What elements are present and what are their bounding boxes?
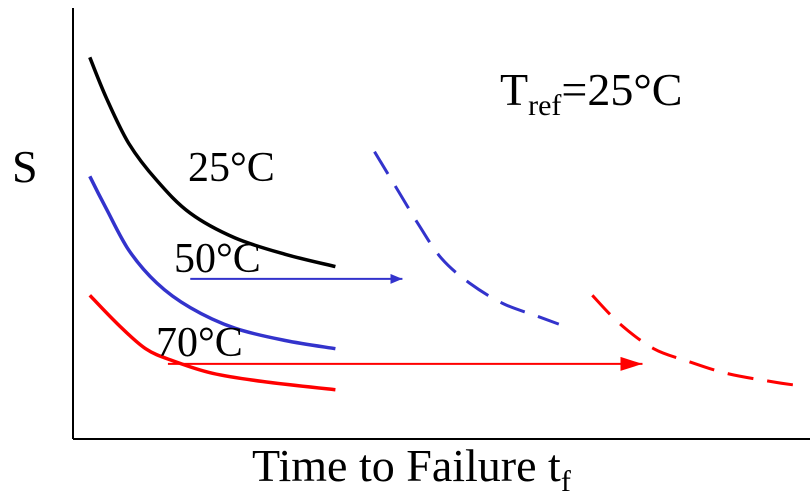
x-axis-label-main: Time to Failure t bbox=[252, 440, 561, 491]
y-axis-label: S bbox=[12, 141, 38, 192]
x-axis-label-sub: f bbox=[561, 465, 571, 498]
series-line-0 bbox=[88, 56, 336, 269]
label-layer: 25°C 50°C 70°C bbox=[156, 145, 275, 366]
annotation-rest: =25°C bbox=[561, 64, 682, 115]
series-line-2 bbox=[88, 294, 336, 392]
reference-temperature-annotation: Tref=25°C bbox=[500, 64, 682, 122]
series-label-2: 70°C bbox=[156, 320, 243, 366]
annotation-sub: ref bbox=[528, 89, 561, 122]
series-line-4 bbox=[591, 294, 799, 388]
series-line-1 bbox=[88, 175, 336, 351]
series-label-0: 25°C bbox=[188, 145, 275, 191]
arrow-layer bbox=[167, 273, 643, 371]
series-line-3 bbox=[373, 150, 560, 326]
axes bbox=[72, 8, 810, 440]
series-label-1: 50°C bbox=[174, 236, 261, 282]
x-axis-label: Time to Failure tf bbox=[252, 440, 571, 498]
series-layer bbox=[88, 56, 799, 392]
annotation-main: T bbox=[500, 64, 528, 115]
